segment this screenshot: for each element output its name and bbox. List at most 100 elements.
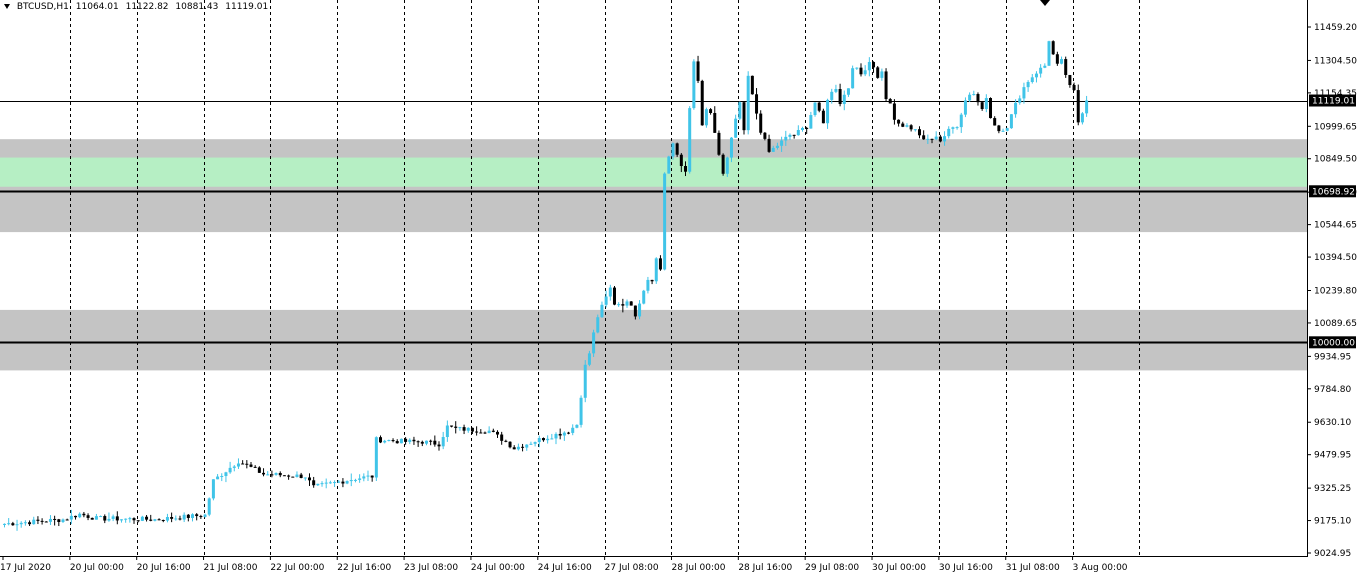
candle-body bbox=[704, 109, 708, 126]
candle bbox=[1060, 56, 1064, 65]
candle-body bbox=[968, 94, 972, 101]
candle bbox=[1068, 74, 1072, 88]
candle-body bbox=[32, 519, 36, 525]
candle bbox=[947, 126, 951, 139]
candle bbox=[709, 108, 713, 115]
candle-body bbox=[19, 522, 23, 525]
candle bbox=[333, 480, 337, 487]
candle-body bbox=[262, 472, 266, 475]
candle-body bbox=[1080, 113, 1084, 123]
candle-body bbox=[642, 290, 646, 304]
candle-body bbox=[94, 516, 98, 520]
candle-body bbox=[947, 128, 951, 137]
candle-body bbox=[15, 524, 19, 526]
candle bbox=[94, 513, 98, 520]
candle bbox=[475, 426, 479, 436]
candle bbox=[1064, 56, 1068, 78]
candle-body bbox=[395, 441, 399, 444]
candle bbox=[926, 134, 930, 144]
candle-body bbox=[554, 433, 558, 439]
candle bbox=[842, 90, 846, 111]
candle-body bbox=[178, 518, 182, 520]
candle bbox=[69, 509, 73, 525]
candle-body bbox=[717, 132, 721, 155]
candle bbox=[775, 142, 779, 150]
candle bbox=[1051, 40, 1055, 56]
candle bbox=[1080, 112, 1084, 125]
candle-body bbox=[103, 516, 107, 521]
candle-body bbox=[700, 80, 704, 126]
candle-body bbox=[872, 61, 876, 68]
candle-body bbox=[404, 438, 408, 442]
candle-body bbox=[959, 114, 963, 128]
candle bbox=[821, 108, 825, 124]
candle-body bbox=[53, 518, 57, 520]
candle bbox=[817, 101, 821, 113]
candle-body bbox=[725, 157, 729, 174]
candle-body bbox=[897, 119, 901, 124]
candle bbox=[704, 107, 708, 128]
candle-body bbox=[65, 519, 69, 521]
y-tick-label: 10999.65 bbox=[1314, 122, 1357, 132]
candle bbox=[466, 427, 470, 433]
x-tick-label: 22 Jul 16:00 bbox=[337, 563, 391, 573]
candle-body bbox=[1047, 41, 1051, 66]
candle bbox=[796, 125, 800, 136]
candle-body bbox=[746, 75, 750, 131]
candle-body bbox=[337, 481, 341, 483]
candles-layer bbox=[3, 40, 1089, 531]
candle bbox=[684, 161, 688, 177]
candle bbox=[44, 521, 48, 523]
candle-body bbox=[1001, 130, 1005, 132]
candle bbox=[880, 68, 884, 81]
candle bbox=[742, 101, 746, 135]
candle bbox=[1005, 127, 1009, 132]
candle-body bbox=[688, 108, 692, 172]
candle-body bbox=[3, 523, 6, 525]
candle bbox=[207, 497, 211, 517]
candle-body bbox=[926, 138, 930, 140]
candle bbox=[500, 431, 504, 445]
candle-body bbox=[149, 519, 153, 521]
candle bbox=[387, 439, 391, 442]
candle bbox=[182, 512, 186, 523]
candle-body bbox=[479, 432, 483, 434]
candle-body bbox=[571, 427, 575, 433]
dropdown-triangle-icon[interactable] bbox=[4, 4, 10, 9]
candle bbox=[165, 513, 169, 523]
candle-body bbox=[23, 522, 27, 524]
candle bbox=[859, 63, 863, 77]
candle-body bbox=[257, 467, 261, 473]
candle bbox=[1039, 64, 1043, 78]
candle-body bbox=[462, 427, 466, 431]
candle bbox=[721, 153, 725, 176]
candle-body bbox=[504, 440, 508, 442]
candle-body bbox=[379, 437, 383, 443]
y-tick-label: 11154.35 bbox=[1314, 89, 1357, 99]
candle bbox=[307, 473, 311, 486]
candle-body bbox=[458, 427, 462, 429]
candle-body bbox=[232, 466, 236, 468]
candle bbox=[119, 519, 123, 523]
candle bbox=[608, 284, 612, 301]
candle-body bbox=[855, 67, 859, 69]
candle bbox=[496, 430, 500, 438]
candle bbox=[826, 98, 830, 129]
candle-body bbox=[182, 514, 186, 520]
candle bbox=[972, 90, 976, 96]
candle bbox=[404, 437, 408, 445]
candle bbox=[395, 439, 399, 444]
candle-body bbox=[846, 88, 850, 95]
candle bbox=[320, 481, 324, 487]
candle bbox=[934, 131, 938, 141]
candle-body bbox=[374, 437, 378, 478]
candle bbox=[228, 461, 232, 474]
candle bbox=[867, 57, 871, 77]
candle-body bbox=[805, 127, 809, 129]
candle-body bbox=[236, 463, 240, 467]
candle bbox=[40, 518, 44, 525]
y-tick-label: 9479.95 bbox=[1314, 451, 1351, 461]
candle bbox=[587, 350, 591, 367]
candle-body bbox=[136, 520, 140, 522]
